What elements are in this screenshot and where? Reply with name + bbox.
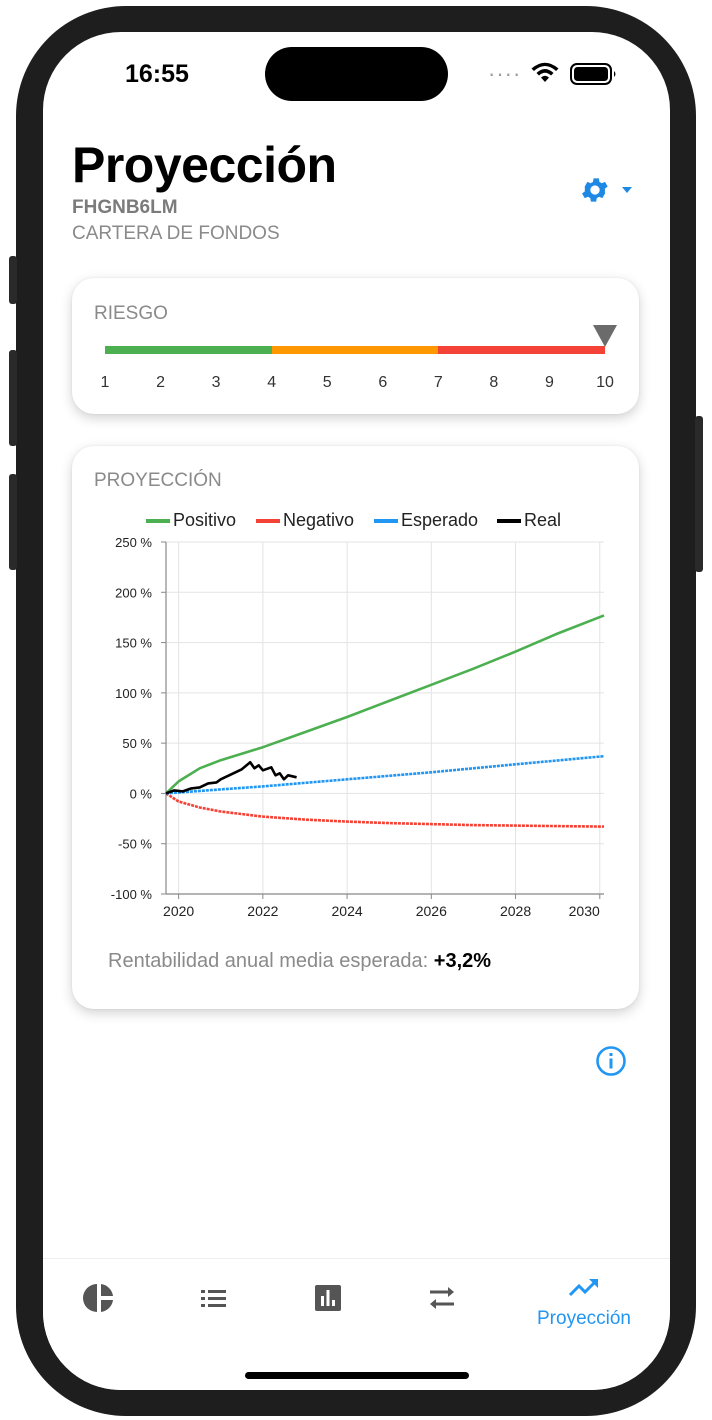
legend-item-negativo: Negativo [256,510,354,531]
battery-icon [570,63,616,85]
legend-swatch [374,518,398,523]
x-tick-label: 2024 [332,903,363,919]
signal-dots-icon: ···· [488,61,522,86]
power-button [695,416,703,572]
risk-tick-label: 10 [596,374,614,391]
y-tick-label: 0 % [130,786,153,801]
tab-proyeccion[interactable]: Proyección [534,1273,634,1330]
gear-icon [582,178,608,202]
volume-down-button [9,474,17,570]
tab-list[interactable] [164,1281,264,1320]
trending-up-icon [568,1279,598,1297]
legend-swatch [146,518,170,523]
series-line-real [165,761,297,795]
series-line-positivo [165,614,605,795]
legend-label: Positivo [173,510,237,530]
portfolio-type: CARTERA DE FONDOS [72,223,280,244]
y-tick-label: -50 % [118,837,152,852]
volume-up-button [9,350,17,446]
tab-proyeccion-label: Proyección [537,1308,631,1329]
risk-card: RIESGO 1 2 3 4 5 6 7 8 9 10 [72,278,639,414]
series-line-negativo [165,792,605,828]
risk-tick-label: 2 [156,374,165,391]
risk-segment-2 [271,346,439,354]
x-tick-label: 2026 [416,903,447,919]
risk-tick-label: 7 [433,374,443,391]
y-tick-label: 200 % [115,585,152,600]
tab-stats[interactable] [278,1281,378,1320]
x-tick-label: 2030 [569,903,600,919]
tab-operations[interactable] [392,1281,492,1320]
legend-item-positivo: Positivo [146,510,236,531]
y-tick-label: 50 % [122,736,152,751]
expected-return-label: Rentabilidad anual media esperada: [108,950,434,972]
risk-tick-label: 5 [322,374,332,391]
risk-tick-label: 6 [378,374,388,391]
portfolio-code: FHGNB6LM [72,197,178,218]
screen: 16:55 ···· Proyección FHGNB6LM CARTERA D… [43,32,670,1390]
risk-card-title: RIESGO [94,303,168,324]
bar-chart-icon [315,1285,341,1311]
risk-tick-label: 8 [489,374,499,391]
risk-segment-3 [438,346,605,354]
legend-label: Negativo [283,510,355,530]
projection-chart: 250 % 200 % 150 % 100 % 50 % 0 % -50 % -100 % 20… [111,535,605,919]
pie-chart-icon [83,1284,113,1312]
y-tick-label: 150 % [115,636,152,651]
risk-level-marker-icon [593,325,617,347]
home-indicator [245,1372,469,1379]
status-time: 16:55 [125,60,189,88]
y-tick-label: -100 % [111,887,153,902]
legend-item-esperado: Esperado [374,510,478,531]
x-tick-label: 2020 [163,903,194,919]
info-icon[interactable] [595,1045,627,1077]
x-tick-label: 2022 [247,903,278,919]
expected-return-value: +3,2% [433,950,492,972]
y-tick-label: 100 % [115,686,152,701]
page-title: Proyección [72,137,337,193]
legend-swatch [497,518,521,523]
risk-tick-label: 1 [100,374,110,391]
tab-distribution[interactable] [49,1281,149,1320]
legend-label: Real [524,510,562,530]
risk-tick-label: 4 [267,374,277,391]
caret-down-icon [622,187,632,193]
legend-label: Esperado [401,510,479,530]
y-tick-label: 250 % [115,535,152,550]
list-icon [201,1290,226,1307]
risk-segment-1 [105,346,272,354]
risk-tick-label: 3 [211,374,221,391]
projection-card-title: PROYECCIÓN [94,470,222,491]
risk-tick-label: 9 [544,374,554,391]
projection-card: PROYECCIÓN Positivo Negativo Esperado Real … [72,446,639,1009]
legend-item-real: Real [497,510,561,531]
x-tick-label: 2028 [500,903,531,919]
series-line-esperado [165,754,605,795]
expected-return: Rentabilidad anual media esperada: +3,2% [108,950,491,973]
settings-menu-button[interactable] [579,172,643,208]
mute-switch [9,256,17,304]
tab-bar: Proyección [43,1258,670,1390]
legend-swatch [256,518,280,523]
dynamic-island [265,47,448,101]
swap-icon [430,1287,454,1309]
wifi-icon [531,62,559,82]
